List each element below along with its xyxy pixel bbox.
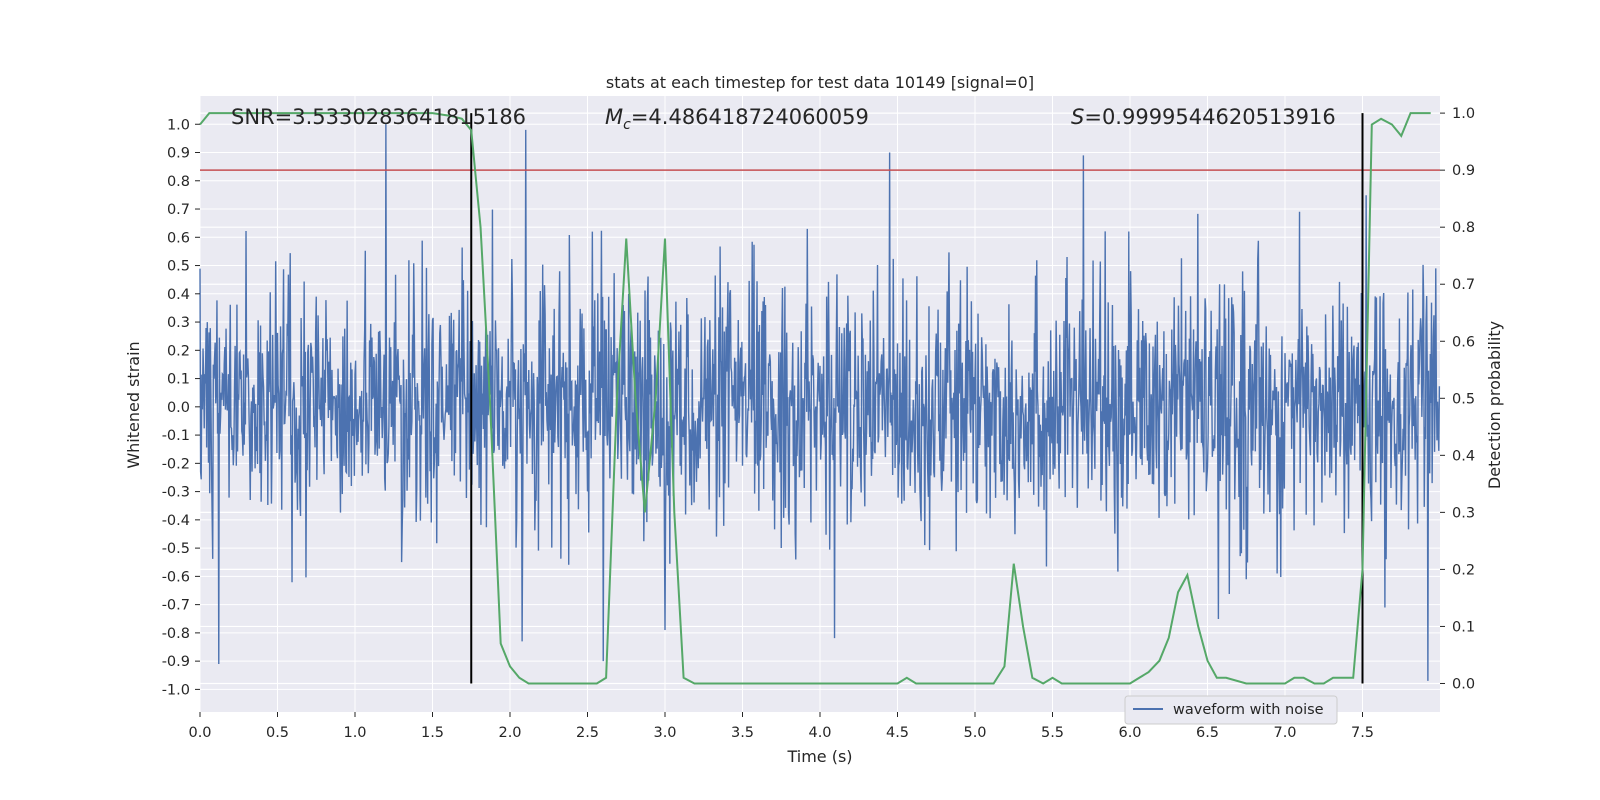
chirp-mass-annotation: Mc=4.486418724060059 bbox=[605, 105, 869, 133]
x-tick-label: 7.0 bbox=[1273, 725, 1296, 741]
y-left-tick-label: -0.4 bbox=[162, 513, 190, 529]
x-axis-label: Time (s) bbox=[786, 747, 852, 766]
y-right-tick-label: 0.8 bbox=[1452, 220, 1475, 236]
y-left-axis-ticks: 1.0 0.9 0.8 0.7 0.6 0.5 0.4 0.3 0.2 0.1 0.0 -0.1 -0.… bbox=[162, 117, 200, 698]
y-left-tick-label: -0.3 bbox=[162, 485, 190, 501]
y-left-tick-label: 0.7 bbox=[167, 202, 190, 218]
x-tick-label: 3.0 bbox=[653, 725, 676, 741]
s-annotation: S=0.9999544620513916 bbox=[1071, 105, 1336, 129]
x-tick-label: 4.0 bbox=[808, 725, 831, 741]
y-right-tick-label: 0.2 bbox=[1452, 562, 1475, 578]
x-tick-label: 1.0 bbox=[343, 725, 366, 741]
legend: waveform with noise bbox=[1124, 695, 1338, 725]
y-left-tick-label: -1.0 bbox=[162, 682, 190, 698]
x-tick-label: 5.0 bbox=[963, 725, 986, 741]
snr-annotation: SNR=3.5330283641815186 bbox=[231, 105, 526, 129]
x-tick-label: 0.0 bbox=[188, 725, 211, 741]
y-right-tick-label: 0.5 bbox=[1452, 391, 1475, 407]
y-right-tick-label: 0.9 bbox=[1452, 163, 1475, 179]
y-left-tick-label: -0.6 bbox=[162, 569, 190, 585]
legend-label-waveform: waveform with noise bbox=[1173, 702, 1324, 718]
probability-series bbox=[199, 112, 1431, 685]
x-tick-label: 4.5 bbox=[886, 725, 909, 741]
y-left-tick-label: 0.0 bbox=[167, 400, 190, 416]
s-value: =0.9999544620513916 bbox=[1084, 105, 1335, 129]
waveform-series bbox=[199, 124, 1441, 681]
x-tick-label: 6.5 bbox=[1196, 725, 1219, 741]
y-right-axis-label: Detection probability bbox=[1485, 321, 1504, 489]
y-right-axis-ticks: 1.0 0.9 0.8 0.7 0.6 0.5 0.4 0.3 0.2 0.1 0.0 bbox=[1440, 106, 1475, 692]
chirp-mass-symbol: M bbox=[605, 105, 623, 129]
y-right-tick-label: 0.1 bbox=[1452, 619, 1475, 635]
y-left-tick-label: 0.5 bbox=[167, 259, 190, 275]
x-tick-label: 2.5 bbox=[576, 725, 599, 741]
chirp-mass-subscript: c bbox=[623, 117, 631, 133]
y-left-tick-label: 0.6 bbox=[167, 230, 190, 246]
y-right-tick-label: 0.4 bbox=[1452, 448, 1475, 464]
x-tick-label: 2.0 bbox=[498, 725, 521, 741]
y-right-tick-label: 1.0 bbox=[1452, 106, 1475, 122]
y-left-tick-label: -0.9 bbox=[162, 654, 190, 670]
y-left-tick-label: -0.5 bbox=[162, 541, 190, 557]
x-tick-label: 6.0 bbox=[1118, 725, 1141, 741]
y-left-tick-label: 0.9 bbox=[167, 146, 190, 162]
y-left-tick-label: -0.2 bbox=[162, 456, 190, 472]
y-right-tick-label: 0.6 bbox=[1452, 334, 1475, 350]
x-tick-label: 5.5 bbox=[1041, 725, 1064, 741]
y-left-tick-label: 0.4 bbox=[167, 287, 190, 303]
y-left-tick-label: -0.1 bbox=[162, 428, 190, 444]
chirp-mass-value: =4.486418724060059 bbox=[631, 105, 869, 129]
x-axis-ticks: 0.0 0.5 1.0 1.5 2.0 2.5 3.0 3.5 4.0 4.5 5.0 5.5 6.0 6… bbox=[188, 712, 1374, 741]
x-tick-label: 7.5 bbox=[1351, 725, 1374, 741]
y-left-tick-label: 0.3 bbox=[167, 315, 190, 331]
chart-title: stats at each timestep for test data 101… bbox=[606, 73, 1034, 92]
y-left-tick-label: 1.0 bbox=[167, 117, 190, 133]
y-left-axis-label: Whitened strain bbox=[124, 341, 143, 468]
x-tick-label: 3.5 bbox=[731, 725, 754, 741]
vertical-markers bbox=[470, 113, 1364, 684]
x-tick-label: 1.5 bbox=[421, 725, 444, 741]
legend-box bbox=[1124, 695, 1338, 725]
y-right-tick-label: 0.7 bbox=[1452, 277, 1475, 293]
probability-line bbox=[199, 112, 1431, 685]
y-right-tick-label: 0.3 bbox=[1452, 505, 1475, 521]
y-left-tick-label: -0.8 bbox=[162, 626, 190, 642]
y-left-tick-label: 0.2 bbox=[167, 343, 190, 359]
s-symbol: S bbox=[1071, 105, 1084, 129]
y-left-tick-label: 0.1 bbox=[167, 372, 190, 388]
x-tick-label: 0.5 bbox=[266, 725, 289, 741]
y-right-tick-label: 0.0 bbox=[1452, 676, 1475, 692]
y-left-tick-label: -0.7 bbox=[162, 598, 190, 614]
waveform-line bbox=[199, 124, 1441, 681]
y-left-tick-label: 0.8 bbox=[167, 174, 190, 190]
